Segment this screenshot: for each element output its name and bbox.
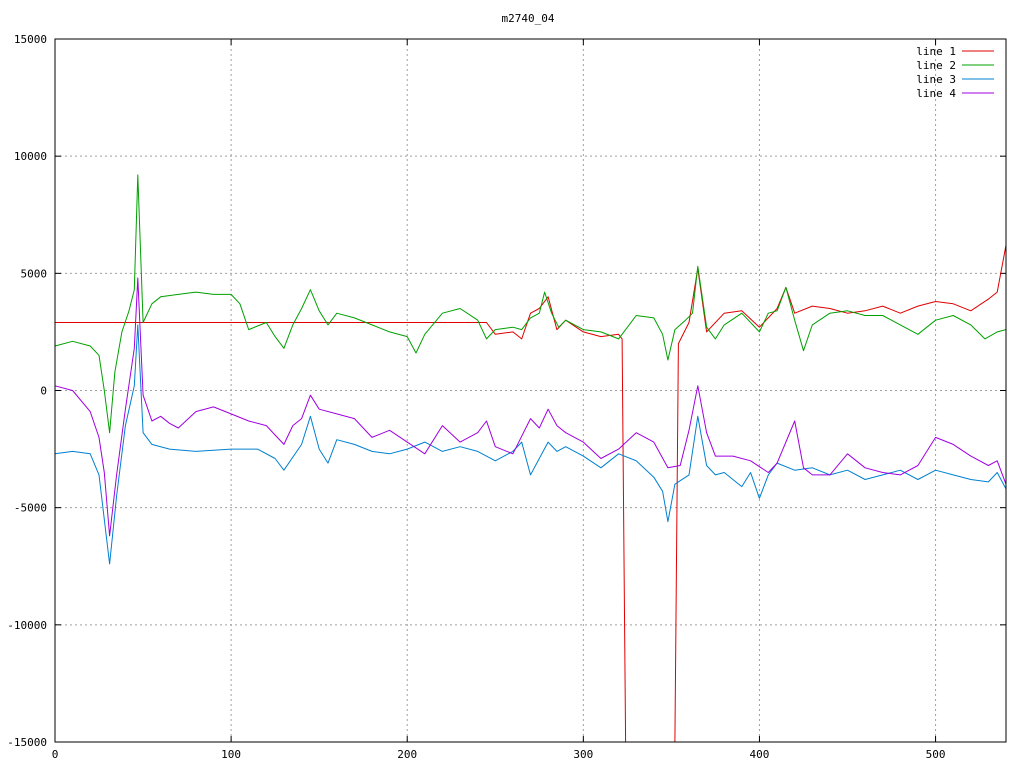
series-line-3 bbox=[54, 324, 1007, 565]
y-tick-label: -5000 bbox=[14, 502, 47, 515]
legend-label-4: line 4 bbox=[916, 87, 956, 100]
series-line-2 bbox=[54, 174, 1007, 434]
x-tick-label: 500 bbox=[926, 748, 946, 761]
y-tick-label: 0 bbox=[40, 385, 47, 398]
x-tick-label: 300 bbox=[573, 748, 593, 761]
axis-ticks: -15000 -10000 -5000 0 5000 10000 15000 0 100 200 3… bbox=[7, 33, 1006, 761]
y-tick-label: 5000 bbox=[21, 267, 48, 280]
y-tick-label: 10000 bbox=[14, 150, 47, 163]
y-tick-label: 15000 bbox=[14, 33, 47, 46]
y-tick-label: -15000 bbox=[7, 736, 47, 749]
chart-title: m2740_04 bbox=[502, 12, 555, 25]
legend-label-2: line 2 bbox=[916, 59, 956, 72]
x-tick-label: 400 bbox=[750, 748, 770, 761]
plot-frame bbox=[54, 38, 1007, 743]
y-tick-label: -10000 bbox=[7, 619, 47, 632]
legend-label-1: line 1 bbox=[916, 45, 956, 58]
x-tick-label: 0 bbox=[52, 748, 59, 761]
grid bbox=[55, 39, 1006, 742]
x-tick-label: 200 bbox=[397, 748, 417, 761]
x-tick-label: 100 bbox=[221, 748, 241, 761]
series-lines bbox=[54, 174, 1007, 743]
series-line-4 bbox=[54, 277, 1007, 537]
legend-label-3: line 3 bbox=[916, 73, 956, 86]
series-line-1 bbox=[55, 245, 1007, 743]
